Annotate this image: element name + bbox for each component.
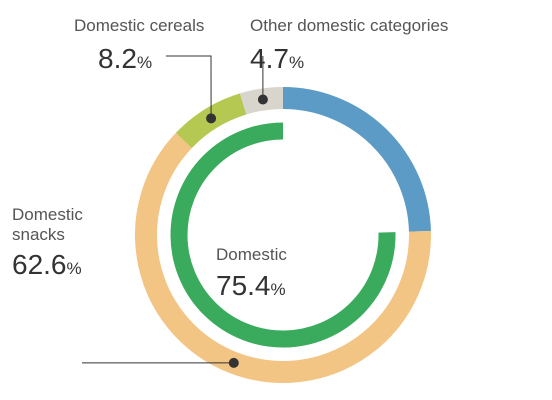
snacks-value: 62.6% xyxy=(12,249,82,280)
cereals-label: Domestic cereals xyxy=(74,16,205,35)
leader-other-dot xyxy=(257,94,268,105)
inner-ring xyxy=(170,122,396,348)
overseas-value: 24.6% xyxy=(313,175,383,206)
snacks-label: Domestic snacks xyxy=(12,205,83,244)
domestic-value: 75.4% xyxy=(216,270,286,301)
slice-overseas xyxy=(282,87,431,232)
cereals-value: 8.2% xyxy=(98,43,153,74)
other-label: Other domestic categories xyxy=(250,16,449,35)
leader-lines xyxy=(82,55,268,368)
leader-snacks-dot xyxy=(228,357,239,368)
leader-cereals-line xyxy=(166,55,212,119)
overseas-label: Overseas xyxy=(302,151,375,170)
leader-cereals-dot xyxy=(206,113,217,124)
slice-domestic xyxy=(170,122,396,348)
other-value: 4.7% xyxy=(250,43,305,74)
domestic-label: Domestic xyxy=(216,245,287,264)
